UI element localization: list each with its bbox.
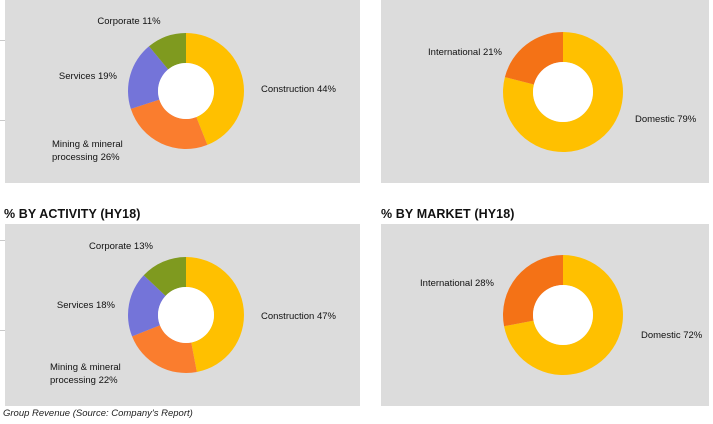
activity-chart-title: % BY ACTIVITY (HY18) [4,207,141,221]
slice-label-mining-line1: Mining & mineral [52,139,123,150]
donut-hole [533,62,593,122]
activity-donut-chart-hy18: Corporate 13% Services 18% Construction … [50,241,337,386]
slice-label-construction: Construction 44% [261,84,337,95]
donut-hole [533,285,593,345]
page-edge-mark [0,120,6,121]
page-edge-mark [0,40,6,41]
page-edge-mark [0,240,6,241]
donut-slice-international [503,255,563,327]
activity-donut-chart-top: Corporate 11% Services 19% Construction … [52,16,337,163]
slice-label-mining-line1: Mining & mineral [50,362,121,373]
donut-slice-services [128,275,166,337]
slice-label-services: Services 19% [59,71,118,82]
donut-slice-international [504,32,563,85]
slice-label-corporate: Corporate 11% [97,16,161,27]
donut-slice-construction [186,257,244,372]
slice-label-services: Services 18% [57,300,116,311]
slice-label-domestic: Domestic 79% [635,114,697,125]
slice-label-international: International 21% [428,47,502,58]
donut-slice-services [127,46,169,109]
market-chart-title: % BY MARKET (HY18) [381,207,515,221]
donut-slice-mining [130,99,208,149]
figure-caption: Group Revenue (Source: Company's Report) [3,408,193,419]
market-donut-chart-hy18: International 28% Domestic 72% [420,255,703,375]
activity-chart-panel-hy18: Corporate 13% Services 18% Construction … [5,224,360,406]
market-donut-chart-top: International 21% Domestic 79% [428,32,697,152]
donut-slice-corporate [149,33,186,70]
donut-slice-mining [132,325,197,373]
slice-label-domestic: Domestic 72% [641,330,703,341]
slice-label-mining-line2: processing 22% [50,375,118,386]
donut-hole [158,63,214,119]
market-chart-panel-top: International 21% Domestic 79% [381,0,709,183]
slice-label-international: International 28% [420,278,494,289]
slice-label-construction: Construction 47% [261,311,337,322]
donut-slice-corporate [143,257,186,296]
donut-slice-construction [186,33,244,145]
activity-chart-panel-top: Corporate 11% Services 19% Construction … [5,0,360,183]
slice-label-corporate: Corporate 13% [89,241,153,252]
page-edge-mark [0,330,6,331]
market-chart-panel-hy18: International 28% Domestic 72% [381,224,709,406]
slice-label-mining-line2: processing 26% [52,152,120,163]
donut-slice-domestic [503,32,623,152]
donut-hole [158,287,214,343]
donut-slice-domestic [504,255,623,375]
